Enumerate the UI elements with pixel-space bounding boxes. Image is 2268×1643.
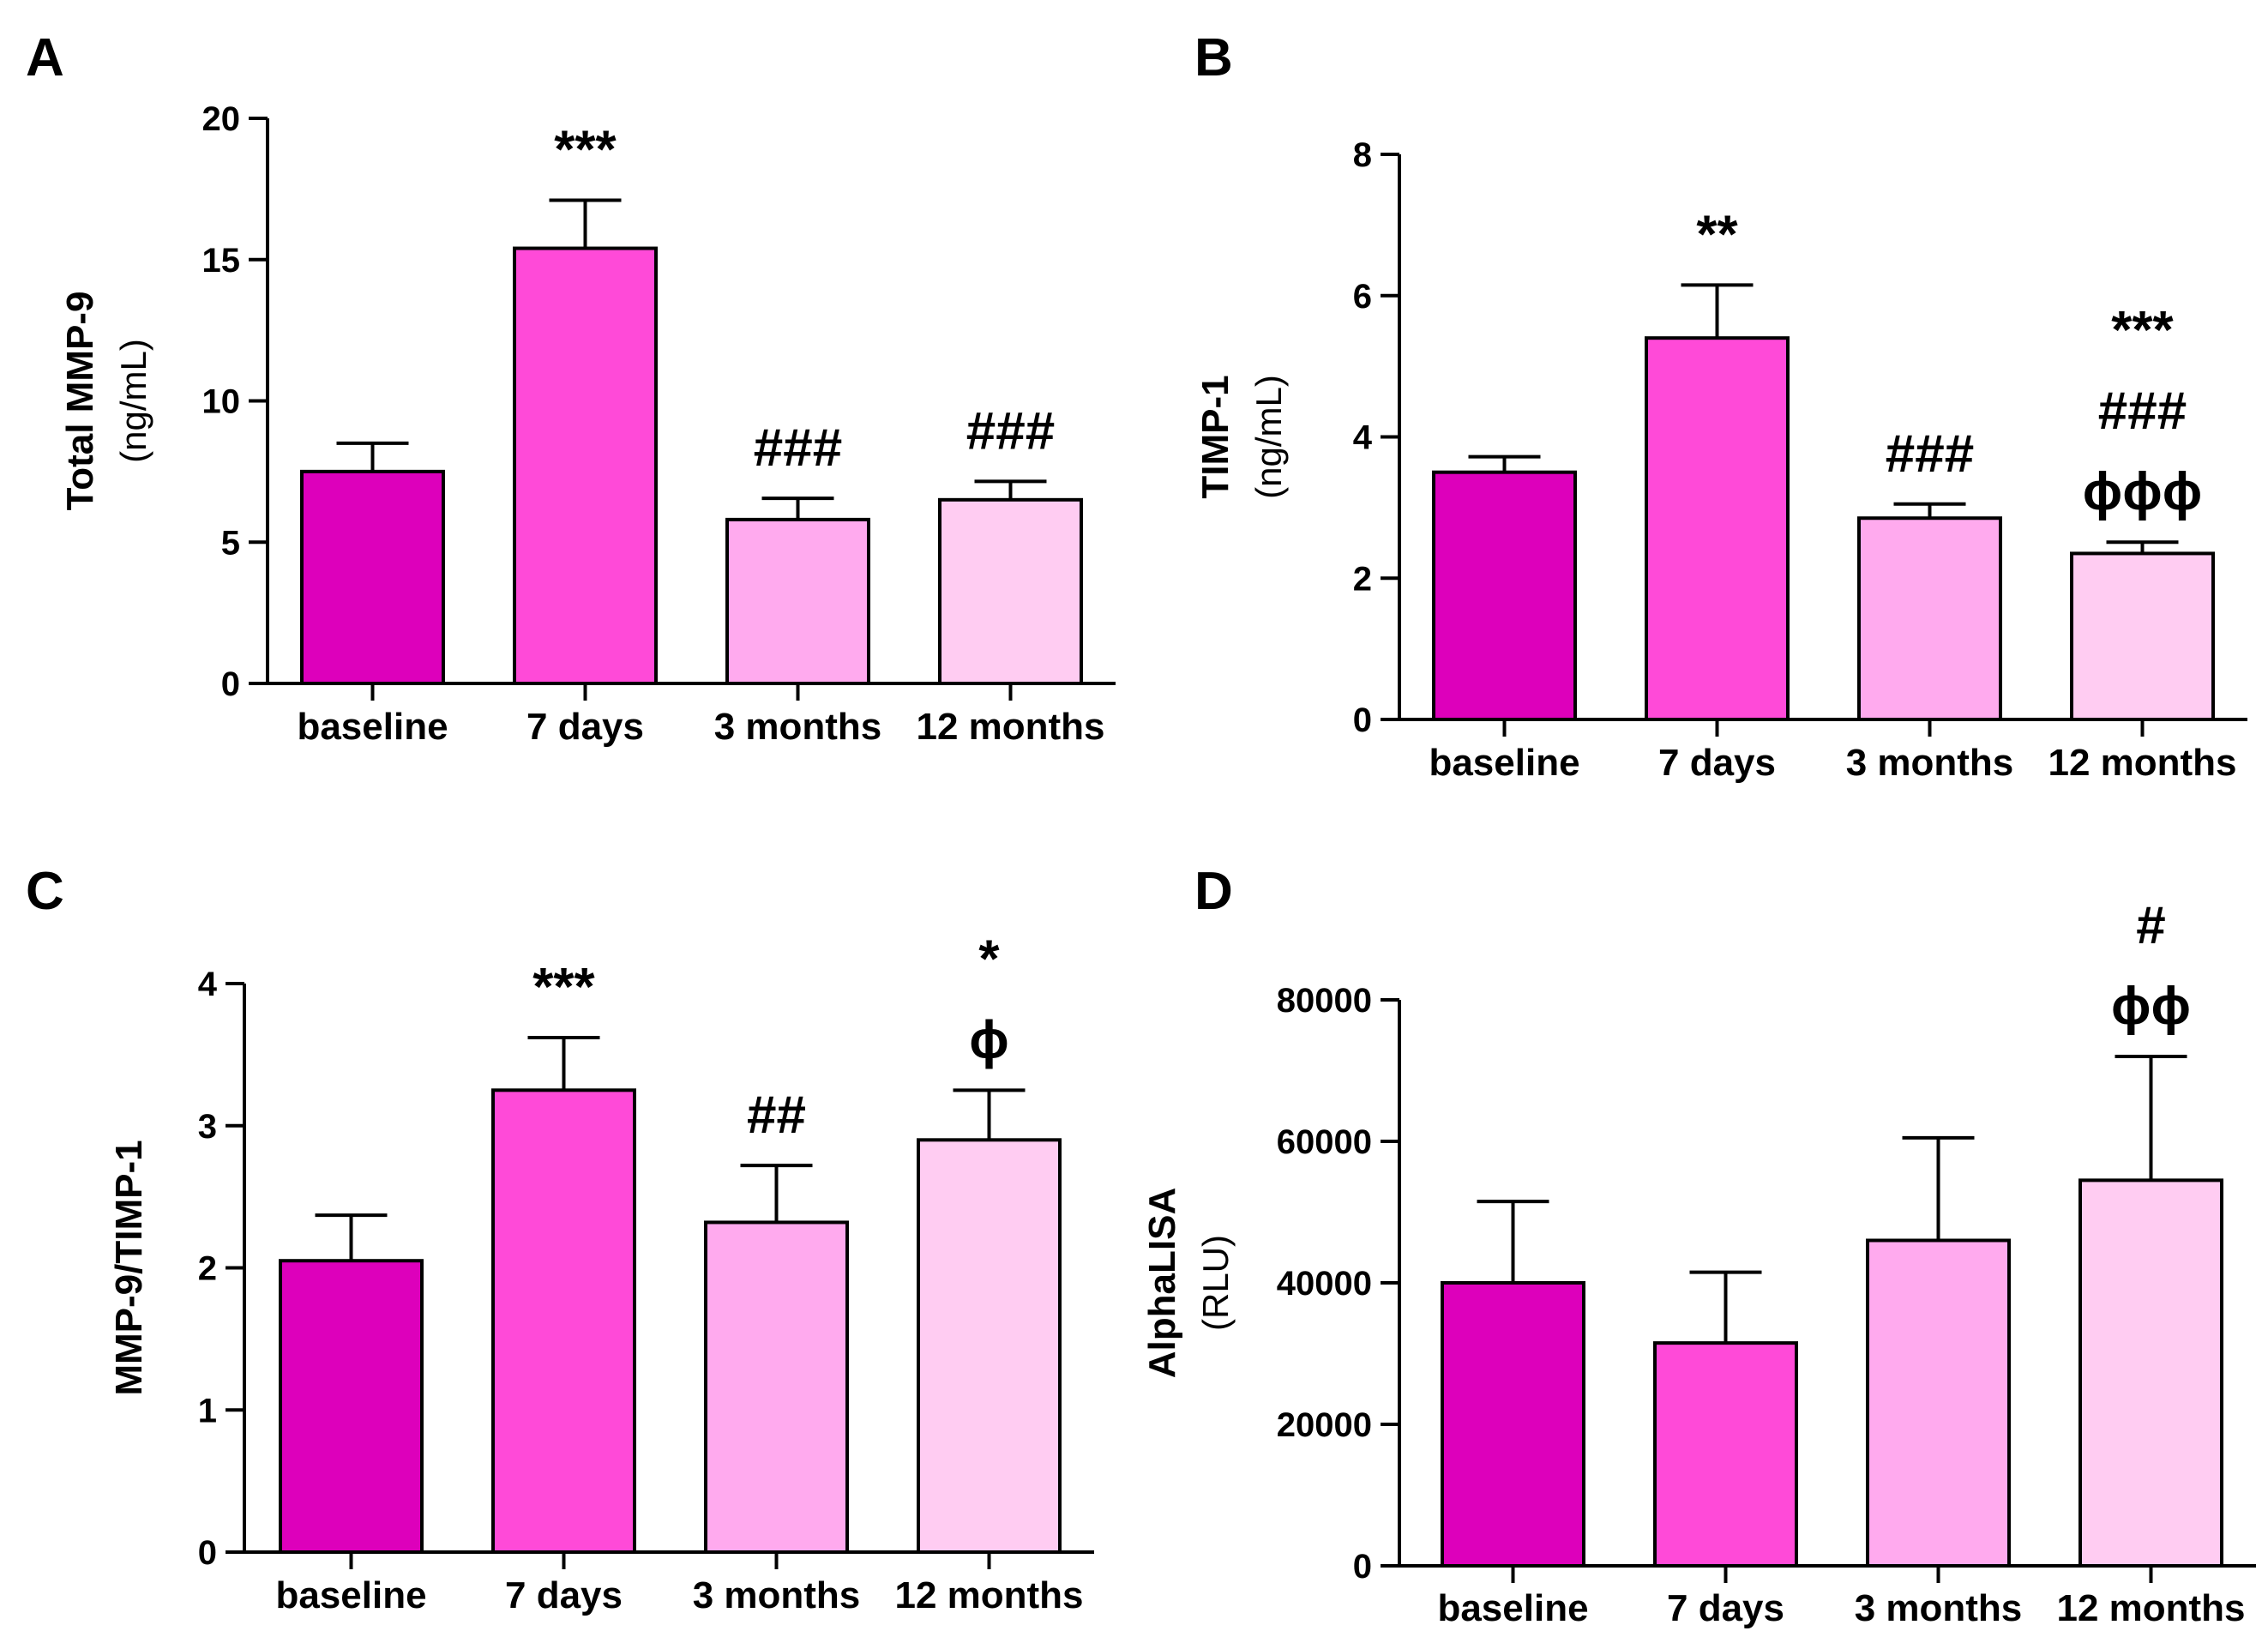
significance-marker: *** bbox=[532, 958, 595, 1017]
significance-marker: ** bbox=[1696, 205, 1738, 264]
bar-7-days bbox=[1645, 336, 1790, 721]
y-tick-label: 80000 bbox=[1277, 982, 1372, 1020]
bar-12-months bbox=[938, 497, 1083, 686]
significance-marker: ### bbox=[1886, 424, 1974, 484]
panel-letter: C bbox=[26, 862, 64, 921]
bar-3-months bbox=[725, 517, 870, 686]
y-tick-label: 6 bbox=[1353, 278, 1372, 316]
bar-baseline bbox=[1432, 470, 1577, 721]
bar-12-months bbox=[917, 1138, 1062, 1554]
significance-marker: ## bbox=[747, 1086, 806, 1145]
bar-baseline bbox=[279, 1259, 424, 1555]
y-tick-label: 0 bbox=[221, 665, 240, 703]
x-tick-label: baseline bbox=[1437, 1587, 1588, 1629]
bar-3-months bbox=[704, 1220, 849, 1554]
significance-marker: * bbox=[978, 930, 1000, 989]
x-tick-label: 7 days bbox=[505, 1574, 623, 1616]
significance-marker: ### bbox=[754, 418, 842, 478]
x-tick-label: 3 months bbox=[1846, 742, 2014, 784]
bar-7-days bbox=[513, 246, 658, 685]
y-tick-label: 10 bbox=[202, 383, 241, 421]
panel-letter: A bbox=[26, 28, 64, 87]
y-tick-label: 2 bbox=[198, 1250, 217, 1288]
y-tick-label: 60000 bbox=[1277, 1123, 1372, 1161]
y-tick-label: 0 bbox=[198, 1534, 217, 1572]
panel-a: A 0 5 10 15 20 Total MMP-9 (ng/mL) baseline 7 day… bbox=[26, 28, 1116, 748]
y-tick-label: 4 bbox=[1353, 419, 1373, 457]
x-tick-label: 12 months bbox=[894, 1574, 1083, 1616]
y-tick-label: 4 bbox=[198, 966, 218, 1003]
significance-marker: *** bbox=[2111, 301, 2174, 360]
y-axis-unit: (ng/mL) bbox=[1248, 375, 1289, 499]
y-axis-label: AlphaLISA bbox=[1141, 1188, 1183, 1378]
significance-marker: *** bbox=[554, 121, 617, 180]
x-tick-label: 12 months bbox=[916, 706, 1104, 748]
significance-marker: ϕϕϕ bbox=[2083, 462, 2202, 521]
y-tick-label: 20 bbox=[202, 100, 241, 138]
x-tick-label: 7 days bbox=[1667, 1587, 1784, 1629]
y-tick-label: 1 bbox=[198, 1392, 217, 1429]
y-tick-label: 8 bbox=[1353, 136, 1372, 174]
significance-marker: # bbox=[2136, 896, 2165, 955]
x-tick-label: 12 months bbox=[2048, 742, 2236, 784]
y-axis-unit: (ng/mL) bbox=[113, 339, 153, 463]
significance-marker: ϕϕ bbox=[2111, 977, 2191, 1036]
bar-baseline bbox=[300, 469, 445, 685]
bar-12-months bbox=[2078, 1178, 2223, 1568]
y-tick-label: 0 bbox=[1353, 701, 1372, 739]
x-tick-label: baseline bbox=[275, 1574, 426, 1616]
x-tick-label: 7 days bbox=[1658, 742, 1776, 784]
x-tick-label: 7 days bbox=[526, 706, 644, 748]
significance-marker: ϕ bbox=[969, 1010, 1008, 1069]
x-tick-label: baseline bbox=[297, 706, 448, 748]
x-tick-label: 3 months bbox=[693, 1574, 861, 1616]
bar-3-months bbox=[1857, 516, 2002, 722]
y-tick-label: 2 bbox=[1353, 560, 1372, 598]
y-tick-label: 5 bbox=[221, 524, 240, 562]
y-tick-label: 20000 bbox=[1277, 1406, 1372, 1444]
panel-b: B 0 2 4 6 8 TIMP-1 (ng/mL) baseline 7 days ** 3 mon… bbox=[1194, 28, 2247, 784]
y-tick-label: 3 bbox=[198, 1108, 217, 1146]
bar-3-months bbox=[1866, 1238, 2011, 1568]
y-axis-label: TIMP-1 bbox=[1194, 375, 1236, 498]
panel-c: C 0 1 2 3 4 MMP-9/TIMP-1 baseline 7 days *** 3 mon… bbox=[26, 862, 1094, 1616]
y-axis-unit: (RLU) bbox=[1195, 1235, 1236, 1331]
significance-marker: ### bbox=[966, 401, 1055, 460]
bar-12-months bbox=[2070, 551, 2215, 722]
bar-baseline bbox=[1441, 1281, 1585, 1568]
y-axis-label: MMP-9/TIMP-1 bbox=[108, 1140, 150, 1395]
y-axis-label: Total MMP-9 bbox=[59, 292, 101, 511]
x-tick-label: 3 months bbox=[1855, 1587, 2023, 1629]
y-tick-label: 0 bbox=[1353, 1548, 1372, 1586]
x-tick-label: baseline bbox=[1429, 742, 1579, 784]
bar-7-days bbox=[1653, 1341, 1798, 1568]
panel-letter: B bbox=[1194, 28, 1233, 87]
x-tick-label: 3 months bbox=[714, 706, 882, 748]
bar-7-days bbox=[491, 1088, 636, 1554]
y-tick-label: 40000 bbox=[1277, 1265, 1372, 1303]
panel-d: D 0 20000 40000 60000 80000 AlphaLISA (RLU) base… bbox=[1141, 862, 2256, 1629]
significance-marker: ### bbox=[2098, 382, 2187, 441]
x-tick-label: 12 months bbox=[2056, 1587, 2245, 1629]
panel-letter: D bbox=[1194, 862, 1233, 921]
y-tick-label: 15 bbox=[202, 242, 241, 280]
